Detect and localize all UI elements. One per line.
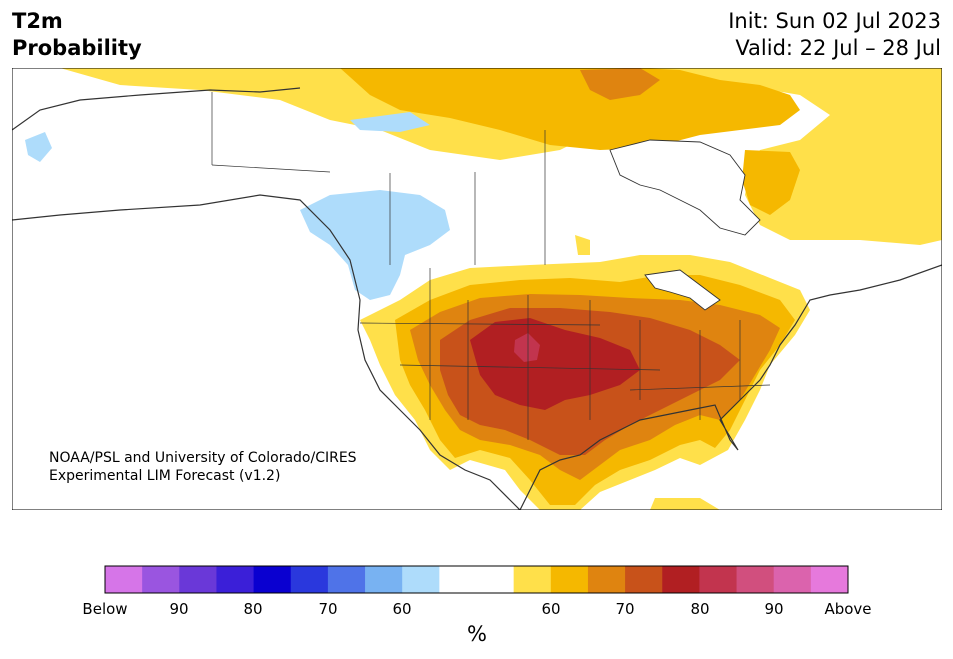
colorbar-swatch (402, 566, 440, 593)
region-below-60 (25, 112, 450, 300)
colorbar-swatch (699, 566, 738, 593)
colorbar-swatch (142, 566, 180, 593)
tick-label-below-80: 80 (243, 600, 263, 618)
tick-label-below: Below (82, 600, 128, 618)
colorbar-swatch (179, 566, 217, 593)
tick-label-below-60: 60 (392, 600, 412, 618)
colorbar-swatch (105, 566, 143, 593)
tick-label-below-70: 70 (318, 600, 338, 618)
colorbar-swatch (810, 566, 849, 593)
region-above-85 (514, 333, 540, 362)
colorbar-frame (104, 565, 849, 594)
colorbar-swatch (290, 566, 329, 593)
colorbar-unit: % (467, 622, 487, 646)
tick-label-above-70: 70 (615, 600, 635, 618)
colorbar-swatch (662, 566, 700, 593)
colorbar-swatch (327, 566, 366, 593)
credit-line-1: NOAA/PSL and University of Colorado/CIRE… (49, 450, 357, 466)
coastlines (12, 87, 942, 510)
colorbar-swatch (513, 566, 552, 593)
map-panel (12, 68, 942, 510)
tick-label-above-60: 60 (541, 600, 561, 618)
colorbar-swatch (476, 566, 515, 593)
colorbar-swatch (365, 566, 403, 593)
colorbar-swatch (253, 566, 292, 593)
water-bodies (609, 139, 761, 311)
tick-label-above: Above (824, 600, 872, 618)
colorbar (104, 565, 849, 594)
valid-dates: Valid: 22 Jul – 28 Jul (735, 36, 941, 60)
colorbar-swatch (550, 566, 589, 593)
colorbar-swatch (587, 566, 626, 593)
colorbar-swatch (216, 566, 255, 593)
region-above-80 (470, 318, 640, 410)
probability-label: Probability (12, 36, 142, 60)
colorbar-swatch (773, 566, 812, 593)
colorbar-swatch (736, 566, 775, 593)
tick-label-below-90: 90 (169, 600, 189, 618)
credit-line-2: Experimental LIM Forecast (v1.2) (49, 468, 281, 484)
colorbar-swatch (625, 566, 663, 593)
state-borders (211, 92, 771, 440)
tick-label-above-90: 90 (764, 600, 784, 618)
init-date: Init: Sun 02 Jul 2023 (728, 9, 941, 33)
forecast-dates: Init: Sun 02 Jul 2023 Valid: 22 Jul – 28… (728, 8, 941, 62)
forecast-credit: NOAA/PSL and University of Colorado/CIRE… (49, 449, 357, 485)
tick-label-above-80: 80 (690, 600, 710, 618)
variable-label: T2m (12, 9, 63, 33)
colorbar-swatch (439, 566, 477, 593)
map-title: T2m Probability (12, 8, 142, 62)
